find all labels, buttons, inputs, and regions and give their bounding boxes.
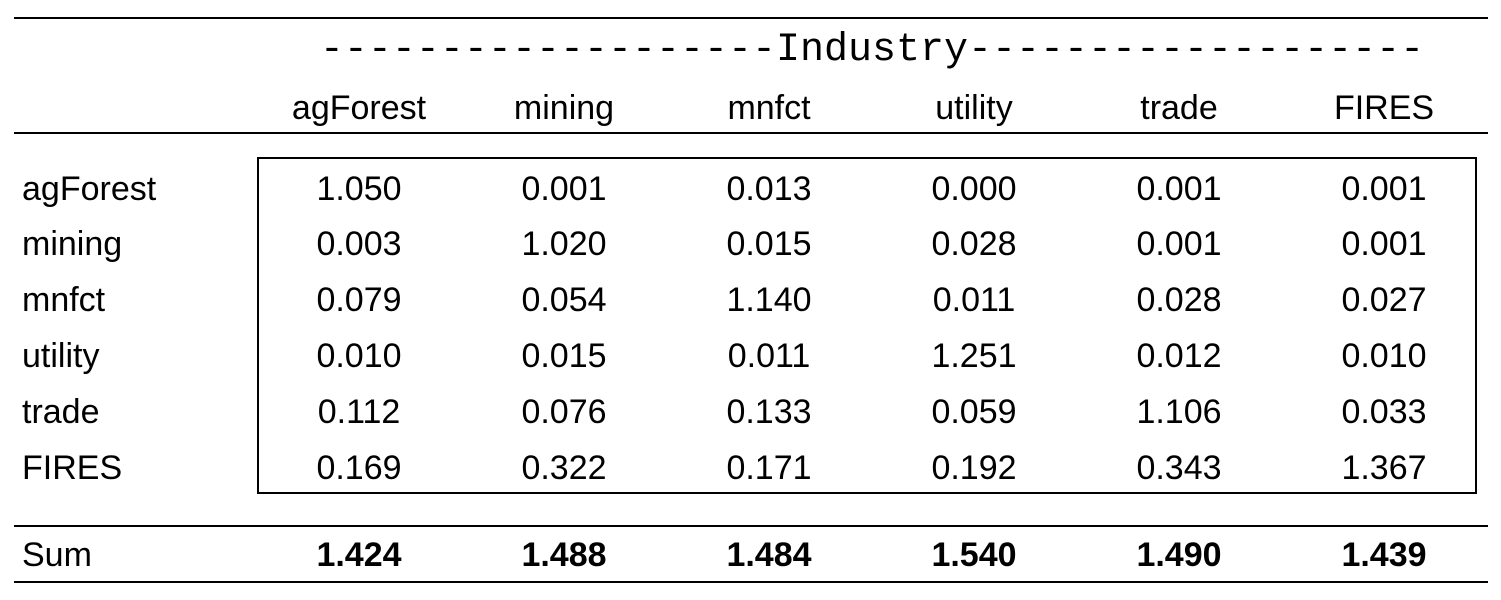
column-header-utility: utility (935, 89, 1013, 127)
sum-row-label: Sum (22, 536, 92, 574)
sum-cell: 1.439 (1341, 536, 1427, 574)
table-cell: 0.000 (931, 170, 1017, 208)
table-cell: 0.010 (1341, 337, 1427, 375)
top-rule (14, 17, 1488, 19)
table-cell: 0.076 (521, 393, 607, 431)
row-label-utility: utility (22, 337, 100, 375)
column-header-mnfct: mnfct (727, 89, 811, 127)
table-cell: 0.010 (316, 337, 402, 375)
table-cell: 0.192 (931, 449, 1017, 487)
table-cell: 0.003 (316, 225, 402, 263)
table-cell: 0.028 (1136, 281, 1222, 319)
table-cell: 0.001 (521, 170, 607, 208)
table-cell: 0.012 (1136, 337, 1222, 375)
industry-span-header: -------------------Industry-------------… (319, 28, 1425, 73)
bottom-rule (14, 581, 1488, 583)
table-cell: 0.015 (726, 225, 812, 263)
table-cell: 0.001 (1341, 225, 1427, 263)
sum-cell: 1.490 (1136, 536, 1222, 574)
row-label-mnfct: mnfct (22, 281, 106, 319)
sum-cell: 1.424 (316, 536, 402, 574)
matrix-border (257, 157, 1477, 494)
table-cell: 0.001 (1136, 225, 1222, 263)
table-cell: 0.059 (931, 393, 1017, 431)
table-cell: 0.171 (726, 449, 812, 487)
table-cell: 1.106 (1136, 393, 1222, 431)
table-cell: 0.322 (521, 449, 607, 487)
column-header-fires: FIRES (1333, 89, 1435, 127)
table-cell: 1.050 (316, 170, 402, 208)
row-label-agforest: agForest (22, 170, 157, 208)
table-cell: 0.033 (1341, 393, 1427, 431)
table-cell: 0.027 (1341, 281, 1427, 319)
table-cell: 1.020 (521, 225, 607, 263)
row-label-trade: trade (22, 393, 100, 431)
table-cell: 0.013 (726, 170, 812, 208)
table-cell: 0.169 (316, 449, 402, 487)
table-cell: 0.001 (1136, 170, 1222, 208)
table-cell: 0.015 (521, 337, 607, 375)
row-label-mining: mining (22, 225, 123, 263)
table-cell: 0.011 (727, 337, 811, 375)
table-cell: 1.367 (1341, 449, 1427, 487)
table-cell: 1.140 (726, 281, 812, 319)
table-cell: 1.251 (931, 337, 1017, 375)
column-header-mining: mining (513, 89, 615, 127)
sum-top-rule (14, 525, 1488, 527)
header-rule (14, 132, 1488, 134)
sum-cell: 1.540 (931, 536, 1017, 574)
table-cell: 0.079 (316, 281, 402, 319)
table-cell: 0.011 (932, 281, 1016, 319)
table-cell: 0.343 (1136, 449, 1222, 487)
row-label-fires: FIRES (22, 449, 123, 487)
column-header-agforest: agForest (291, 89, 427, 127)
column-header-trade: trade (1140, 89, 1218, 127)
table-cell: 0.028 (931, 225, 1017, 263)
table-cell: 0.001 (1341, 170, 1427, 208)
table-cell: 0.112 (317, 393, 401, 431)
sum-cell: 1.488 (521, 536, 607, 574)
table-cell: 0.054 (521, 281, 607, 319)
table-cell: 0.133 (726, 393, 812, 431)
sum-cell: 1.484 (726, 536, 812, 574)
